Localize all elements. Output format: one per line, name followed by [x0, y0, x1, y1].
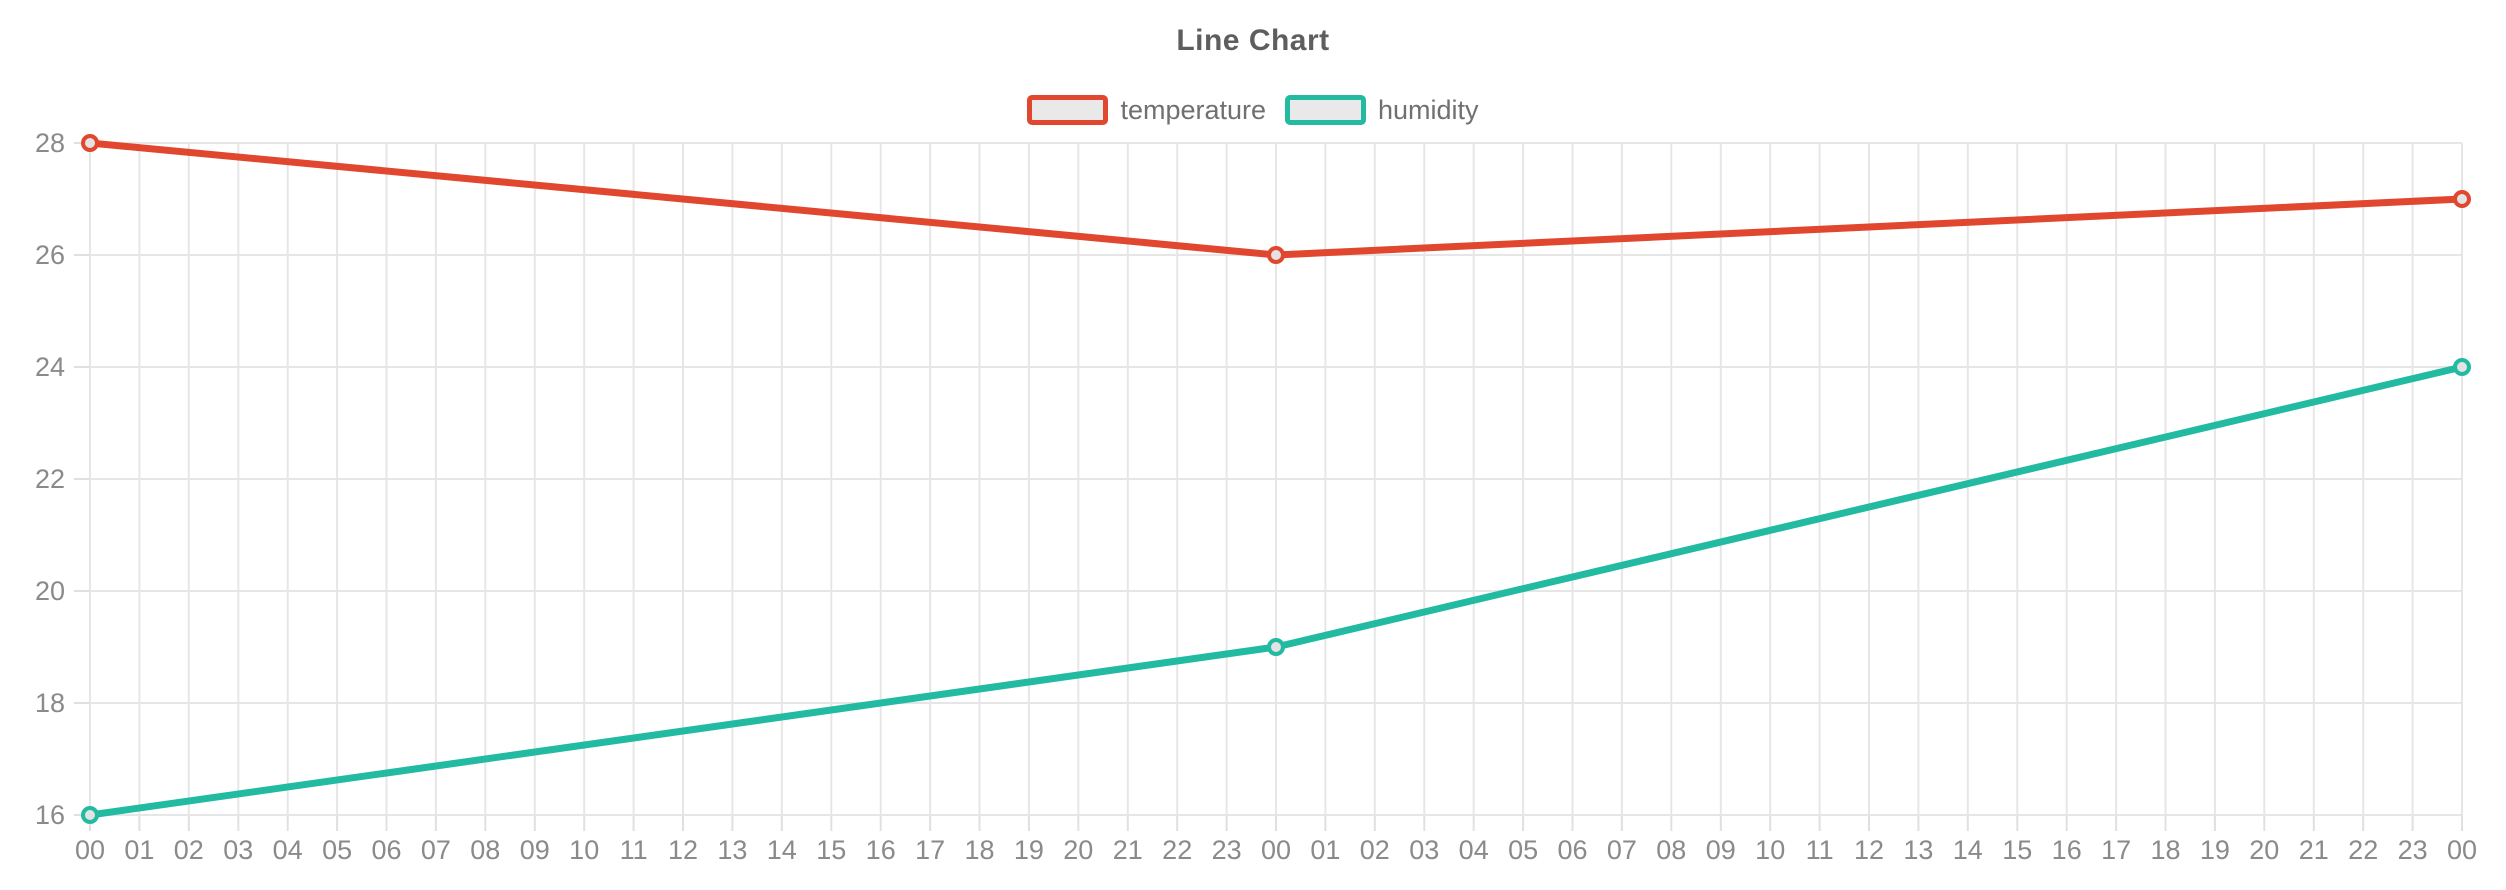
svg-text:19: 19	[1014, 835, 1044, 865]
svg-text:06: 06	[1557, 835, 1587, 865]
series-markers-humidity[interactable]	[81, 358, 2471, 824]
svg-text:21: 21	[1113, 835, 1143, 865]
svg-text:22: 22	[35, 464, 65, 494]
svg-text:17: 17	[915, 835, 945, 865]
svg-text:05: 05	[322, 835, 352, 865]
svg-text:23: 23	[1212, 835, 1242, 865]
svg-text:18: 18	[2150, 835, 2180, 865]
svg-text:01: 01	[1310, 835, 1340, 865]
svg-text:28: 28	[35, 128, 65, 158]
svg-text:18: 18	[35, 688, 65, 718]
svg-text:06: 06	[371, 835, 401, 865]
svg-text:21: 21	[2299, 835, 2329, 865]
svg-text:11: 11	[1806, 835, 1834, 865]
svg-text:12: 12	[668, 835, 698, 865]
svg-text:22: 22	[2348, 835, 2378, 865]
chart-legend: temperature humidity	[0, 95, 2506, 125]
svg-text:07: 07	[1607, 835, 1637, 865]
legend-item-temperature[interactable]: temperature	[1027, 95, 1266, 125]
chart-title: Line Chart	[1176, 24, 1330, 57]
svg-text:00: 00	[1261, 835, 1291, 865]
legend-label-temperature: temperature	[1120, 95, 1267, 125]
svg-text:16: 16	[866, 835, 896, 865]
svg-text:22: 22	[1162, 835, 1192, 865]
svg-text:19: 19	[2200, 835, 2230, 865]
series-markers-temperature[interactable]	[81, 134, 2471, 264]
legend-item-humidity[interactable]: humidity	[1285, 95, 1479, 125]
legend-swatch-temperature	[1027, 95, 1109, 125]
svg-text:20: 20	[2249, 835, 2279, 865]
svg-text:11: 11	[620, 835, 648, 865]
svg-text:00: 00	[2447, 835, 2477, 865]
svg-text:05: 05	[1508, 835, 1538, 865]
svg-text:17: 17	[2101, 835, 2131, 865]
svg-text:04: 04	[273, 835, 303, 865]
svg-text:09: 09	[520, 835, 550, 865]
svg-text:24: 24	[35, 352, 65, 382]
svg-text:16: 16	[2052, 835, 2082, 865]
svg-text:03: 03	[223, 835, 253, 865]
svg-text:03: 03	[1409, 835, 1439, 865]
svg-text:13: 13	[1903, 835, 1933, 865]
svg-text:10: 10	[569, 835, 599, 865]
svg-text:15: 15	[2002, 835, 2032, 865]
svg-text:04: 04	[1459, 835, 1489, 865]
svg-text:07: 07	[421, 835, 451, 865]
legend-label-humidity: humidity	[1378, 95, 1479, 125]
svg-text:10: 10	[1755, 835, 1785, 865]
svg-text:20: 20	[35, 576, 65, 606]
svg-text:02: 02	[174, 835, 204, 865]
svg-text:13: 13	[717, 835, 747, 865]
svg-text:09: 09	[1706, 835, 1736, 865]
y-grid-and-labels: 16 18 20 22 24 26 28	[35, 128, 2462, 830]
svg-text:00: 00	[75, 835, 105, 865]
svg-text:08: 08	[470, 835, 500, 865]
svg-text:26: 26	[35, 240, 65, 270]
svg-text:08: 08	[1656, 835, 1686, 865]
svg-text:15: 15	[816, 835, 846, 865]
svg-text:14: 14	[767, 835, 797, 865]
svg-text:02: 02	[1360, 835, 1390, 865]
svg-text:14: 14	[1953, 835, 1983, 865]
svg-text:23: 23	[2398, 835, 2428, 865]
svg-text:01: 01	[124, 835, 154, 865]
svg-text:20: 20	[1063, 835, 1093, 865]
svg-text:16: 16	[35, 800, 65, 830]
svg-text:12: 12	[1854, 835, 1884, 865]
legend-swatch-humidity	[1285, 95, 1367, 125]
svg-text:18: 18	[964, 835, 994, 865]
